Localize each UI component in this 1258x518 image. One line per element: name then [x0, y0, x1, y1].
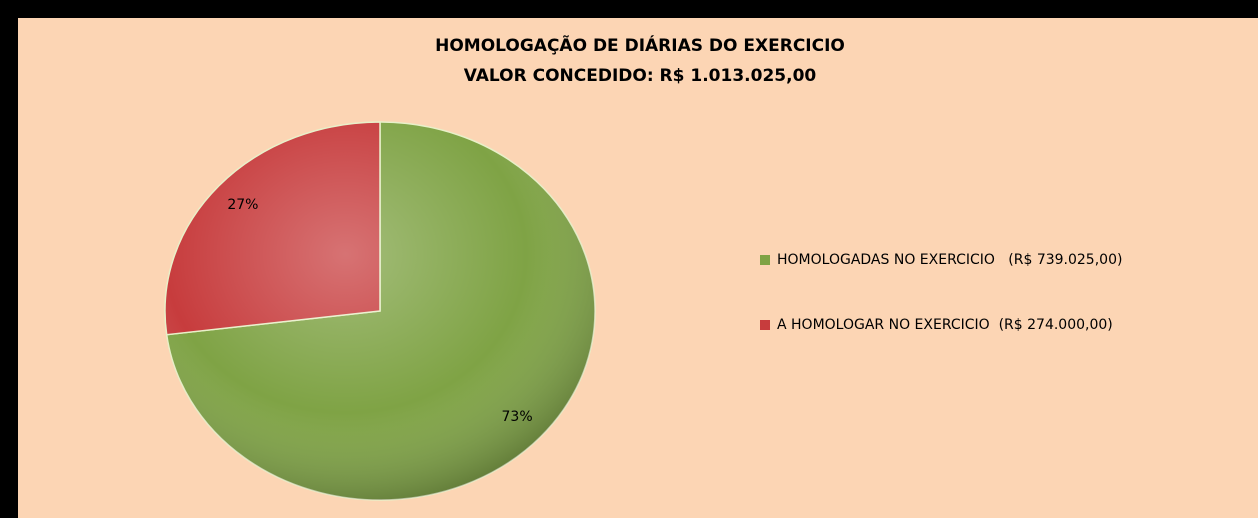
data-label: 73%	[502, 409, 533, 425]
legend-marker	[760, 320, 770, 330]
legend-marker	[760, 255, 770, 265]
chart-title: HOMOLOGAÇÃO DE DIÁRIAS DO EXERCICIO	[435, 33, 845, 56]
legend-label: A HOMOLOGAR NO EXERCICIO (R$ 274.000,00)	[777, 317, 1113, 333]
data-label: 27%	[227, 197, 258, 213]
legend-label: HOMOLOGADAS NO EXERCICIO (R$ 739.025,00)	[777, 252, 1122, 268]
chart-subtitle: VALOR CONCEDIDO: R$ 1.013.025,00	[464, 66, 817, 86]
